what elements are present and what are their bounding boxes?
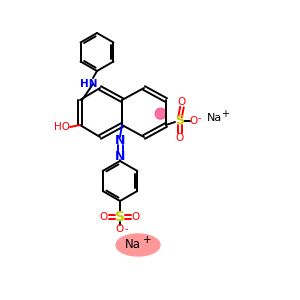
Circle shape bbox=[155, 108, 166, 119]
Text: O: O bbox=[190, 116, 198, 126]
Text: +: + bbox=[221, 109, 229, 119]
Text: -: - bbox=[197, 113, 201, 123]
Text: N: N bbox=[115, 149, 125, 163]
Text: O: O bbox=[116, 224, 124, 234]
Text: +: + bbox=[143, 235, 151, 245]
Text: HO: HO bbox=[54, 122, 70, 132]
Text: S: S bbox=[115, 210, 125, 224]
Text: O: O bbox=[100, 212, 108, 222]
Text: O: O bbox=[176, 133, 184, 143]
Text: -: - bbox=[124, 224, 128, 234]
Text: HN: HN bbox=[80, 79, 98, 89]
Text: O: O bbox=[132, 212, 140, 222]
Text: Na: Na bbox=[125, 238, 141, 251]
Ellipse shape bbox=[116, 234, 160, 256]
Text: N: N bbox=[115, 134, 125, 148]
Text: S: S bbox=[176, 115, 184, 128]
Text: Na: Na bbox=[206, 113, 222, 123]
Text: O: O bbox=[178, 97, 186, 107]
